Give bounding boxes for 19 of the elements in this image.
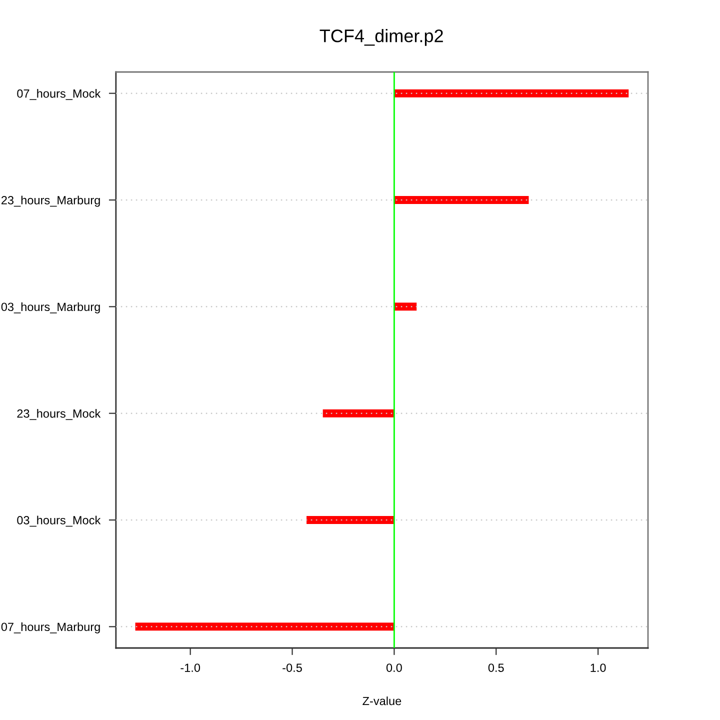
x-axis-title: Z-value	[362, 696, 402, 706]
x-tick-label: 0.5	[488, 664, 504, 672]
bar	[394, 302, 417, 311]
bar	[394, 89, 629, 98]
chart-title: TCF4_dimer.p2	[320, 29, 443, 46]
y-tick-label: 23_hours_Marburg	[1, 196, 100, 207]
y-tick-label: 03_hours_Mock	[17, 516, 101, 527]
x-tick-label: -1.0	[180, 664, 200, 672]
y-tick-label: 07_hours_Mock	[17, 89, 101, 100]
y-tick-label: 07_hours_Marburg	[1, 622, 100, 634]
y-tick-label: 03_hours_Marburg	[1, 302, 100, 314]
x-tick-label: -0.5	[282, 664, 302, 672]
bar	[306, 516, 394, 524]
bar	[135, 622, 394, 631]
x-tick-label: 1.0	[590, 664, 606, 672]
x-tick-label: 0.0	[386, 664, 402, 672]
bar	[394, 196, 529, 204]
bar	[322, 409, 394, 418]
y-tick-label: 23_hours_Mock	[17, 409, 101, 420]
